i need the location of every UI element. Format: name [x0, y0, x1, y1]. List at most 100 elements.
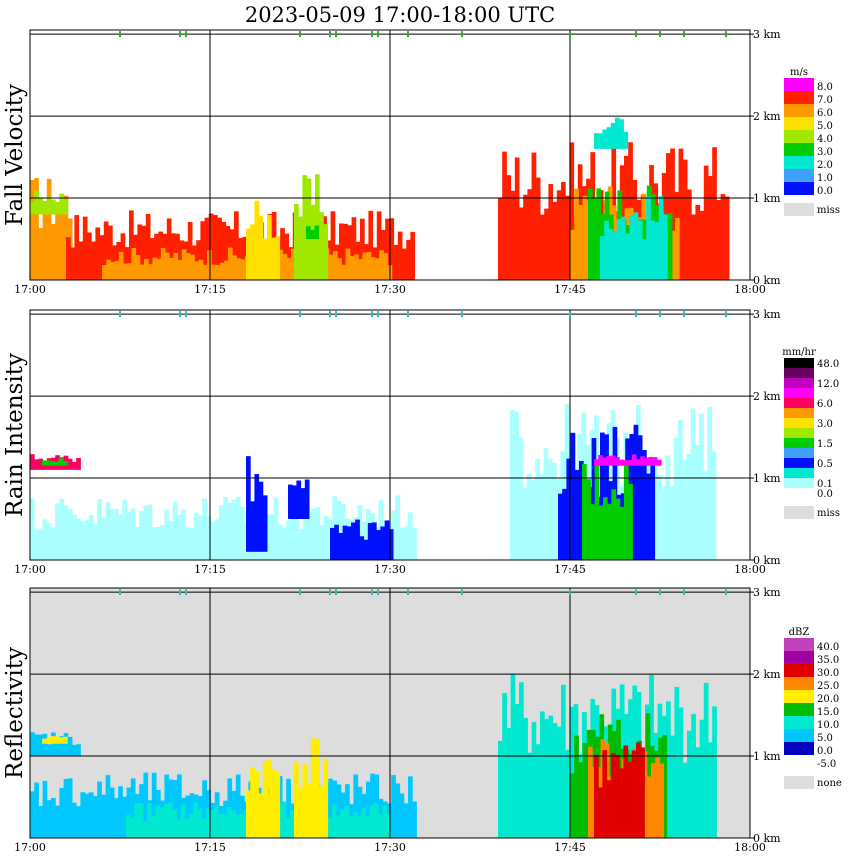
y-tick-label: 3 km: [753, 586, 781, 599]
echo-column: [30, 454, 35, 470]
legend-unit: mm/hr: [782, 347, 816, 358]
echo-column: [171, 233, 176, 280]
echo-column: [42, 733, 48, 757]
top-marker: [335, 311, 337, 318]
echo-column: [552, 201, 558, 280]
echo-column: [265, 514, 270, 560]
echo-column: [642, 751, 648, 838]
echo-column: [193, 512, 199, 560]
echo-column: [151, 527, 157, 560]
echo-column: [210, 522, 216, 560]
legend-label: 30.0: [817, 668, 839, 679]
echo-column: [523, 194, 528, 280]
echo-column: [328, 778, 333, 838]
top-marker: [299, 589, 301, 596]
echo-column: [72, 802, 77, 838]
echo-column: [271, 769, 276, 838]
echo-column: [619, 768, 624, 838]
echo-column: [250, 224, 255, 280]
echo-column: [682, 459, 687, 560]
legend-missing-label: none: [817, 778, 842, 789]
echo-column: [408, 512, 413, 560]
echo-column: [84, 519, 90, 560]
echo-column: [42, 200, 48, 215]
echo-column: [181, 509, 186, 560]
echo-column: [118, 251, 124, 280]
echo-column: [30, 179, 35, 280]
echo-column: [54, 736, 60, 744]
echo-column: [232, 255, 237, 280]
echo-column: [105, 775, 111, 838]
echo-region: [330, 519, 394, 560]
echo-column: [358, 259, 363, 280]
echo-column: [38, 806, 44, 838]
echo-column: [527, 752, 533, 838]
echo-column: [164, 509, 170, 560]
echo-column: [51, 223, 56, 280]
echo-column: [243, 809, 249, 838]
top-marker: [377, 311, 379, 318]
legend-swatch: [784, 408, 814, 418]
legend-label: 4.0: [817, 134, 833, 145]
echo-column: [34, 178, 39, 280]
echo-column: [143, 772, 149, 838]
echo-column: [103, 221, 109, 280]
echo-column: [262, 238, 268, 280]
echo-column: [67, 509, 73, 560]
echo-column: [498, 740, 503, 838]
legend-label: 7.0: [817, 95, 833, 106]
echo-column: [134, 803, 140, 838]
legend-label: 5.0: [817, 733, 833, 744]
echo-column: [598, 133, 603, 149]
echo-column: [699, 210, 705, 280]
echo-column: [621, 216, 626, 280]
echo-column: [606, 127, 612, 149]
echo-column: [667, 213, 673, 280]
top-marker: [725, 31, 727, 38]
x-tick-label: 17:15: [194, 563, 226, 576]
echo-column: [544, 719, 549, 838]
echo-column: [102, 264, 107, 280]
echo-column: [602, 750, 608, 838]
echo-column: [383, 253, 389, 280]
echo-column: [633, 424, 639, 560]
x-tick-label: 17:00: [14, 841, 46, 854]
echo-column: [615, 498, 621, 560]
echo-column: [675, 218, 680, 280]
echo-column: [72, 514, 77, 560]
legend-label: 0.0: [817, 746, 833, 757]
echo-column: [306, 226, 311, 240]
echo-column: [239, 813, 245, 838]
echo-column: [55, 210, 60, 280]
echo-column: [602, 457, 608, 466]
echo-column: [109, 509, 115, 560]
legend-unit: m/s: [790, 67, 808, 78]
echo-column: [250, 501, 255, 552]
x-tick-label: 17:00: [14, 563, 46, 576]
echo-column: [155, 805, 161, 838]
echo-column: [184, 818, 190, 838]
echo-column: [565, 749, 570, 838]
echo-column: [288, 484, 293, 520]
echo-column: [604, 434, 609, 560]
echo-column: [55, 805, 60, 838]
plot-frame: [29, 587, 751, 839]
echo-column: [110, 261, 116, 280]
echo-column: [686, 454, 692, 560]
echo-column: [514, 703, 520, 838]
echo-column: [691, 214, 696, 280]
echo-column: [168, 521, 174, 560]
echo-column: [87, 232, 92, 280]
echo-column: [207, 250, 212, 280]
y-tick-label: 3 km: [753, 308, 781, 321]
echo-column: [46, 744, 52, 757]
echo-column: [346, 526, 352, 560]
legend-label: 1.0: [817, 173, 833, 184]
echo-column: [365, 816, 371, 838]
echo-column: [535, 458, 540, 560]
echo-column: [596, 188, 602, 280]
echo-column: [502, 693, 507, 838]
echo-column: [148, 264, 153, 280]
echo-column: [570, 773, 575, 838]
echo-region: [294, 738, 329, 838]
